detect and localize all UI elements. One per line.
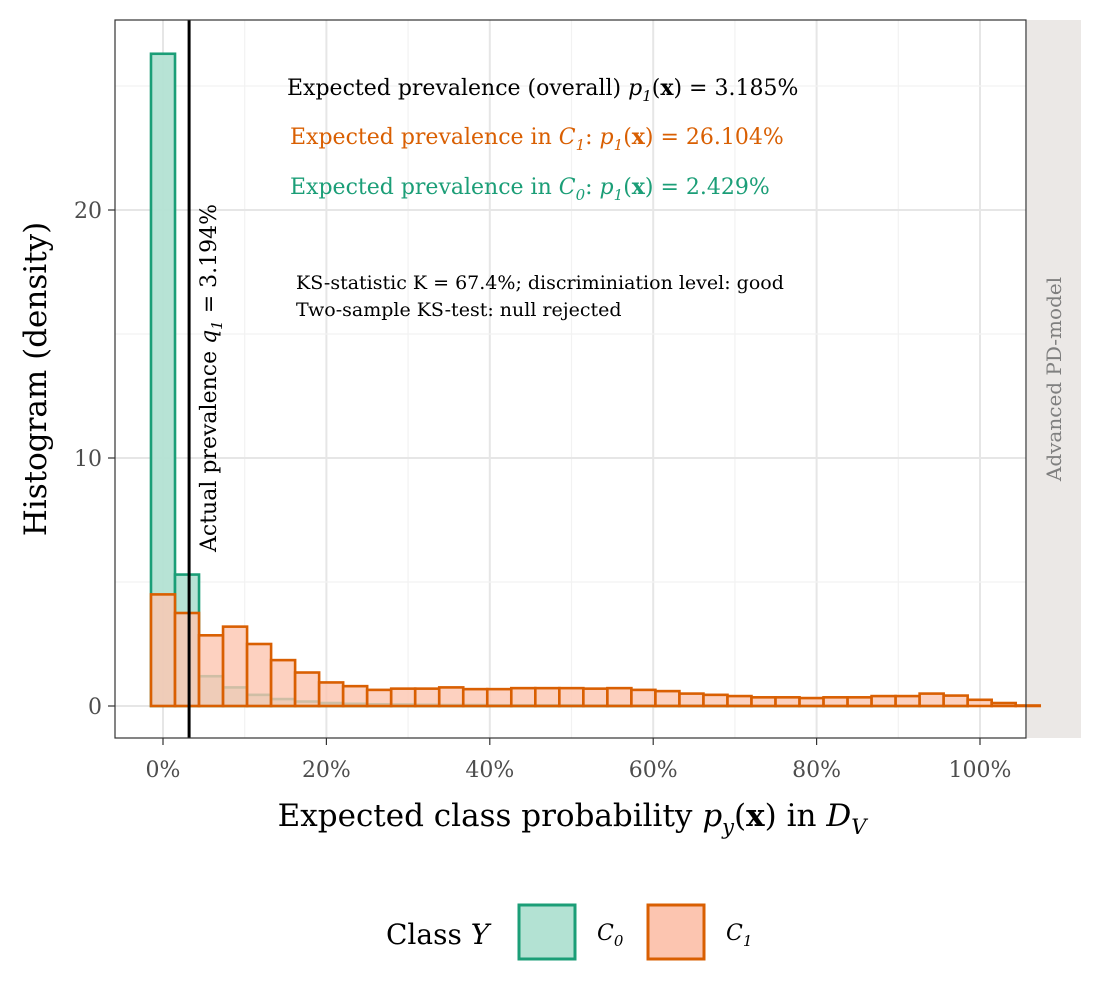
c1-bar xyxy=(846,696,873,708)
plot-panel xyxy=(115,20,1026,738)
x-tick-label: 60% xyxy=(629,758,678,783)
legend-title: Class Y xyxy=(386,918,492,951)
y-tick-label: 10 xyxy=(74,447,102,472)
c1-bar xyxy=(630,688,657,708)
x-tick-label: 0% xyxy=(146,758,181,783)
c1-bar xyxy=(750,696,777,708)
c1-bar xyxy=(341,684,369,708)
c1-bar xyxy=(221,625,249,708)
c1-bar xyxy=(558,686,585,708)
c1-bar xyxy=(798,696,825,708)
c1-bar xyxy=(870,694,897,708)
c1-bar xyxy=(534,686,561,708)
series-c1-bars xyxy=(149,593,1042,708)
legend: Class Y C0 C1 xyxy=(386,903,752,961)
c1-bar xyxy=(389,687,417,708)
annotation-c1: Expected prevalence in C1: p1(x) = 26.10… xyxy=(290,124,784,154)
legend-label-c1: C1 xyxy=(726,921,752,950)
annotation-c0: Expected prevalence in C0: p1(x) = 2.429… xyxy=(290,174,770,204)
c1-bar xyxy=(822,696,849,708)
c1-bar xyxy=(317,681,345,708)
c1-bar xyxy=(894,694,921,708)
annotation-ks-test: Two-sample KS-test: null rejected xyxy=(296,299,622,321)
legend-label-c0: C0 xyxy=(597,921,624,950)
legend-key-c1 xyxy=(646,903,706,961)
c1-bar xyxy=(269,658,297,708)
c1-bar xyxy=(245,642,273,708)
x-tick-label: 40% xyxy=(465,758,514,783)
c1-bar xyxy=(942,694,969,708)
y-tick-label: 20 xyxy=(74,199,102,224)
c1-bar xyxy=(918,692,945,708)
c1-bar xyxy=(437,686,465,708)
c1-bar xyxy=(726,694,753,708)
c1-bar xyxy=(966,698,993,708)
c1-bar xyxy=(702,693,729,708)
x-tick-label: 100% xyxy=(949,758,1012,783)
c1-bar xyxy=(293,671,321,708)
c1-bar xyxy=(485,687,513,708)
annotation-overall: Expected prevalence (overall) p1(x) = 3.… xyxy=(287,75,798,105)
c1-bar xyxy=(582,687,609,708)
c1-bar xyxy=(149,593,177,708)
c1-bar xyxy=(774,696,801,708)
actual-prevalence-label: Actual prevalence q1 = 3.194% xyxy=(197,204,226,553)
c1-bar xyxy=(173,611,201,708)
c1-bar xyxy=(654,689,681,708)
c1-bar xyxy=(461,687,489,708)
c1-bar xyxy=(365,688,393,708)
y-axis-ticks: 0 10 20 xyxy=(74,199,115,720)
c1-bar xyxy=(606,686,633,708)
facet-strip xyxy=(1027,20,1081,738)
c1-bar xyxy=(413,687,441,708)
facet-label: Advanced PD-model xyxy=(1042,277,1066,482)
x-tick-label: 80% xyxy=(792,758,841,783)
x-axis-title: Expected class probability py(x) in DV xyxy=(278,798,869,839)
annotation-ks-statistic: KS-statistic K = 67.4%; discriminiation … xyxy=(296,272,784,294)
x-tick-label: 20% xyxy=(302,758,351,783)
y-axis-title: Histogram (density) xyxy=(18,222,54,537)
plot-panel-border xyxy=(114,19,1027,739)
c1-bar xyxy=(197,634,225,708)
legend-key-c0 xyxy=(517,903,577,961)
c1-bar xyxy=(509,686,537,708)
x-axis-ticks: 0% 20% 40% 60% 80% 100% xyxy=(146,738,1012,783)
y-tick-label: 0 xyxy=(88,695,102,720)
c1-bar xyxy=(990,701,1018,708)
c1-bar xyxy=(678,692,705,708)
